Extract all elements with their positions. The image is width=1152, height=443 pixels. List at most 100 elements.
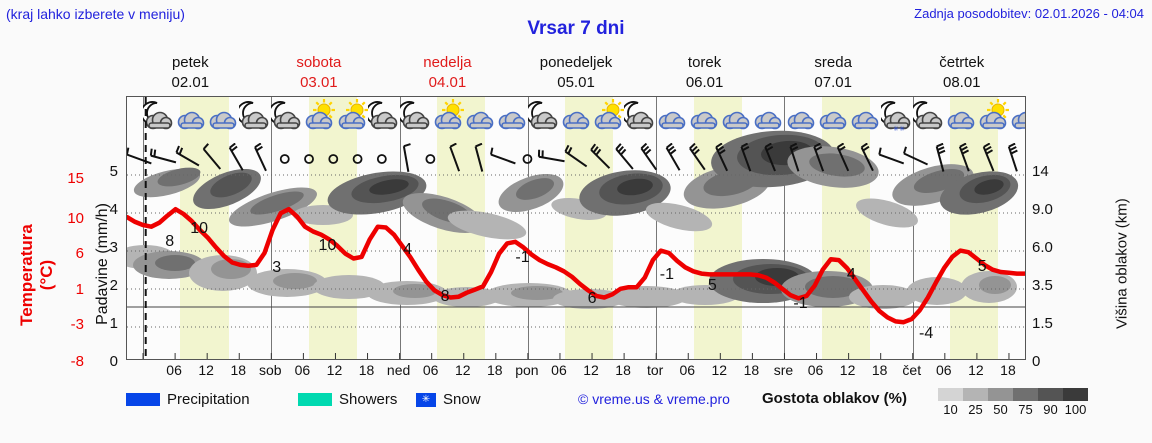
x-tick-label: sre — [773, 362, 794, 378]
temperature-label: 5 — [977, 258, 987, 276]
cloud-height-tick: 0 — [1032, 353, 1041, 370]
x-tick-label: 18 — [230, 362, 247, 378]
density-swatch — [1063, 388, 1088, 401]
density-swatch — [938, 388, 963, 401]
daylight-band — [180, 97, 229, 359]
legend-precipitation-label: Precipitation — [167, 391, 250, 408]
temperature-label: 6 — [587, 289, 597, 307]
temperature-label: -1 — [659, 266, 674, 284]
day-header-row: petek 02.01 sobota 03.01 nedelja 04.01 ponedel… — [126, 53, 1026, 95]
density-tick-label: 90 — [1043, 402, 1058, 417]
x-tick-label: 12 — [711, 362, 728, 378]
moon-cloud-icon — [527, 99, 560, 139]
day-name: nedelja — [423, 54, 472, 71]
density-tick-label: 75 — [1018, 402, 1033, 417]
cloud-density-scale: 10 25 50 75 90 100 — [938, 388, 1088, 417]
moon-cloud-icon — [624, 99, 656, 139]
density-swatch — [988, 388, 1013, 401]
cloud-icon — [656, 99, 688, 139]
precipitation-tick: 2 — [109, 277, 118, 294]
svg-text:✳: ✳ — [893, 125, 899, 133]
svg-text:✳: ✳ — [899, 125, 905, 133]
density-tick-label: 50 — [993, 402, 1008, 417]
x-tick-label: 18 — [871, 362, 888, 378]
day-header-sreda: sreda 07.01 — [769, 53, 898, 95]
cloud-icon — [560, 99, 592, 139]
sun-cloud-icon — [432, 99, 464, 139]
precipitation-tick: 5 — [109, 163, 118, 180]
moon-cloud-icon — [399, 99, 432, 139]
day-header-četrtek: četrtek 08.01 — [897, 53, 1026, 95]
x-tick-label: 12 — [968, 362, 984, 378]
x-tick-label: ned — [386, 362, 411, 378]
cloud-height-axis-title: Višina oblakov (km) — [1113, 198, 1131, 329]
x-tick-label: 06 — [807, 362, 824, 378]
precipitation-tick: 0 — [109, 353, 118, 370]
x-tick-label: 06 — [422, 362, 439, 378]
cloud-density-ticks: 10 25 50 75 90 100 — [938, 402, 1088, 417]
day-name: ponedeljek — [539, 54, 613, 71]
precipitation-tick: 4 — [109, 201, 118, 218]
cloud-icon — [688, 99, 720, 139]
meteogram-plot[interactable]: ✳ ✳ 8 10 3 10 4 8 -1 6 -1 5 -1 4 -4 5 — [126, 96, 1026, 360]
temperature-label: 4 — [403, 240, 413, 258]
cloud-density-bar — [938, 388, 1088, 401]
x-tick-label: 06 — [936, 362, 952, 378]
cloud-density-title: Gostota oblakov (%) — [762, 390, 908, 407]
x-tick-label: 12 — [454, 362, 471, 378]
day-divider — [143, 97, 145, 359]
location-menu-note[interactable]: (kraj lahko izberete v meniju) — [6, 6, 185, 22]
x-tick-label: 06 — [294, 362, 311, 378]
day-date: 02.01 — [171, 74, 210, 91]
cloud-height-tick: 9.0 — [1032, 201, 1053, 218]
density-swatch — [1038, 388, 1063, 401]
temperature-tick: 1 — [75, 281, 84, 298]
day-date: 08.01 — [942, 74, 981, 91]
temperature-label: -4 — [918, 324, 934, 342]
density-tick-label: 25 — [968, 402, 983, 417]
temperature-tick: -3 — [70, 316, 84, 333]
wind-barb-row — [127, 143, 1025, 173]
density-swatch — [963, 388, 988, 401]
last-update-label: Zadnja posodobitev: 02.01.2026 - 04:04 — [914, 6, 1144, 21]
legend-precipitation: Precipitation — [126, 391, 250, 408]
day-date: 07.01 — [814, 74, 852, 91]
density-tick-label: 100 — [1064, 402, 1087, 417]
cloud-height-tick: 6.0 — [1032, 239, 1053, 256]
x-tick-label: 06 — [679, 362, 696, 378]
weather-icon-row: ✳ ✳ — [127, 97, 1025, 143]
temperature-label: 10 — [190, 219, 209, 237]
day-name: torek — [687, 54, 722, 71]
cloud-height-tick: 3.5 — [1032, 277, 1053, 294]
daylight-band — [821, 97, 870, 359]
cloud-icon — [785, 99, 817, 139]
x-tick-label: 18 — [1000, 362, 1016, 378]
sun-cloud-icon — [592, 99, 625, 139]
cloud-icon — [817, 99, 849, 139]
legend-snow-label: Snow — [443, 391, 481, 408]
density-tick-label: 10 — [943, 402, 958, 417]
moon-cloud-icon — [912, 99, 945, 139]
moon-cloud-icon — [143, 99, 175, 139]
copyright-link[interactable]: © vreme.us & vreme.pro — [578, 391, 730, 407]
day-header-sobota: sobota 03.01 — [255, 53, 384, 95]
day-date: 05.01 — [557, 74, 595, 91]
moon-cloud-icon — [367, 99, 400, 139]
x-tick-label: 12 — [583, 362, 599, 378]
temperature-tick: -8 — [70, 353, 84, 370]
x-tick-label: pon — [515, 362, 539, 378]
x-tick-label: 12 — [326, 362, 343, 378]
day-divider — [784, 97, 786, 359]
daylight-band — [950, 97, 999, 359]
legend: Precipitation Showers Snow © vreme.us & … — [126, 388, 1146, 417]
x-tick-label: sob — [259, 362, 282, 378]
temperature-tick: 15 — [67, 170, 84, 187]
temperature-label: 10 — [318, 237, 337, 255]
cloud-icon — [945, 99, 977, 139]
day-header-ponedeljek: ponedeljek 05.01 — [512, 53, 641, 95]
temperature-label: 3 — [272, 258, 282, 276]
x-tick-label: 18 — [615, 362, 631, 378]
x-axis-labels: 06 12 18 sob 06 12 18 ned 06 12 18 pon 06 12 18 tor 06 12… — [126, 362, 1026, 382]
cloud-icon — [175, 99, 207, 139]
temperature-label: -1 — [793, 294, 808, 312]
